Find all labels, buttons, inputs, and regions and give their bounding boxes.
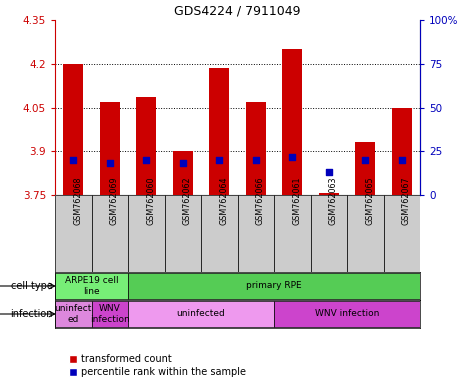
Bar	[173, 151, 193, 195]
FancyBboxPatch shape	[92, 195, 128, 272]
Text: GSM762061: GSM762061	[292, 177, 301, 225]
Text: WNV infection: WNV infection	[315, 310, 379, 318]
FancyBboxPatch shape	[55, 301, 92, 328]
FancyBboxPatch shape	[55, 273, 128, 300]
Bar	[63, 64, 83, 195]
Text: GSM762066: GSM762066	[256, 177, 265, 225]
Text: GSM762065: GSM762065	[365, 177, 374, 225]
FancyBboxPatch shape	[92, 301, 128, 328]
Text: GSM762068: GSM762068	[73, 177, 82, 225]
Point	[179, 160, 187, 166]
FancyBboxPatch shape	[55, 195, 92, 272]
Title: GDS4224 / 7911049: GDS4224 / 7911049	[174, 5, 301, 17]
Text: primary RPE: primary RPE	[246, 281, 302, 291]
Point	[252, 157, 259, 163]
Bar	[209, 68, 229, 195]
Point	[288, 154, 296, 161]
Text: ARPE19 cell
line: ARPE19 cell line	[65, 276, 118, 296]
Point	[142, 157, 150, 163]
Point	[398, 157, 406, 163]
Text: infection: infection	[10, 309, 53, 319]
Bar	[355, 142, 375, 195]
FancyBboxPatch shape	[311, 195, 347, 272]
Text: GSM762063: GSM762063	[329, 177, 338, 225]
Point	[361, 157, 369, 163]
Text: GSM762060: GSM762060	[146, 177, 155, 225]
FancyBboxPatch shape	[128, 301, 274, 328]
Legend: transformed count, percentile rank within the sample: transformed count, percentile rank withi…	[69, 354, 246, 377]
Text: GSM762064: GSM762064	[219, 177, 228, 225]
FancyBboxPatch shape	[128, 273, 420, 300]
FancyBboxPatch shape	[274, 195, 311, 272]
Point	[106, 160, 114, 166]
Point	[216, 157, 223, 163]
Text: uninfect
ed: uninfect ed	[55, 304, 92, 324]
FancyBboxPatch shape	[274, 301, 420, 328]
Bar	[282, 49, 302, 195]
Point	[69, 157, 77, 163]
FancyBboxPatch shape	[128, 195, 164, 272]
Bar	[136, 97, 156, 195]
Bar	[392, 108, 412, 195]
FancyBboxPatch shape	[201, 195, 238, 272]
FancyBboxPatch shape	[164, 195, 201, 272]
FancyBboxPatch shape	[383, 195, 420, 272]
Text: WNV
infection: WNV infection	[90, 304, 130, 324]
Text: GSM762062: GSM762062	[183, 177, 192, 225]
Text: uninfected: uninfected	[177, 310, 225, 318]
FancyBboxPatch shape	[238, 195, 274, 272]
Bar	[246, 102, 266, 195]
Bar	[319, 193, 339, 195]
Point	[325, 169, 332, 175]
Text: GSM762067: GSM762067	[402, 177, 411, 225]
FancyBboxPatch shape	[347, 195, 383, 272]
Text: cell type: cell type	[11, 281, 53, 291]
Bar	[100, 102, 120, 195]
Text: GSM762069: GSM762069	[110, 177, 119, 225]
